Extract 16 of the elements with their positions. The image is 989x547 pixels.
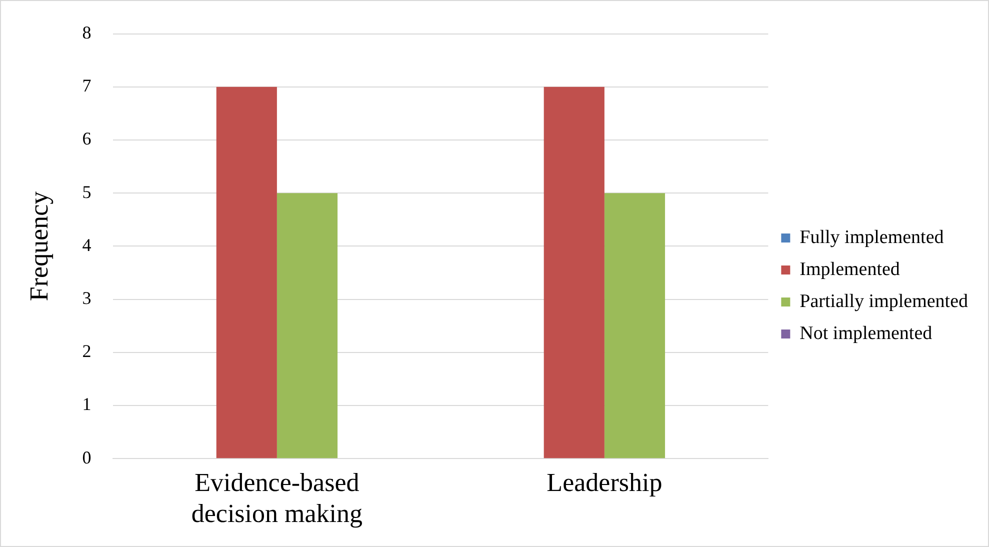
- y-tick-label: 7: [82, 76, 92, 96]
- y-tick-label: 2: [82, 341, 92, 362]
- y-axis-title: Frequency: [24, 191, 54, 302]
- y-tick-label: 4: [82, 234, 92, 255]
- y-tick-label: 0: [82, 447, 92, 468]
- y-tick-label: 5: [82, 182, 92, 202]
- x-tick-label: Evidence-based decision making: [191, 468, 363, 528]
- y-tick-label: 8: [82, 22, 92, 43]
- legend-label: Not implemented: [800, 322, 933, 344]
- legend-label: Implemented: [800, 258, 900, 280]
- y-tick-label: 3: [82, 288, 92, 308]
- x-tick-label: Leadership: [546, 468, 662, 498]
- legend-label: Fully implemented: [800, 226, 944, 248]
- y-tick-label: 6: [82, 128, 92, 149]
- legend-label: Partially implemented: [800, 290, 968, 312]
- y-tick-label: 1: [82, 394, 92, 414]
